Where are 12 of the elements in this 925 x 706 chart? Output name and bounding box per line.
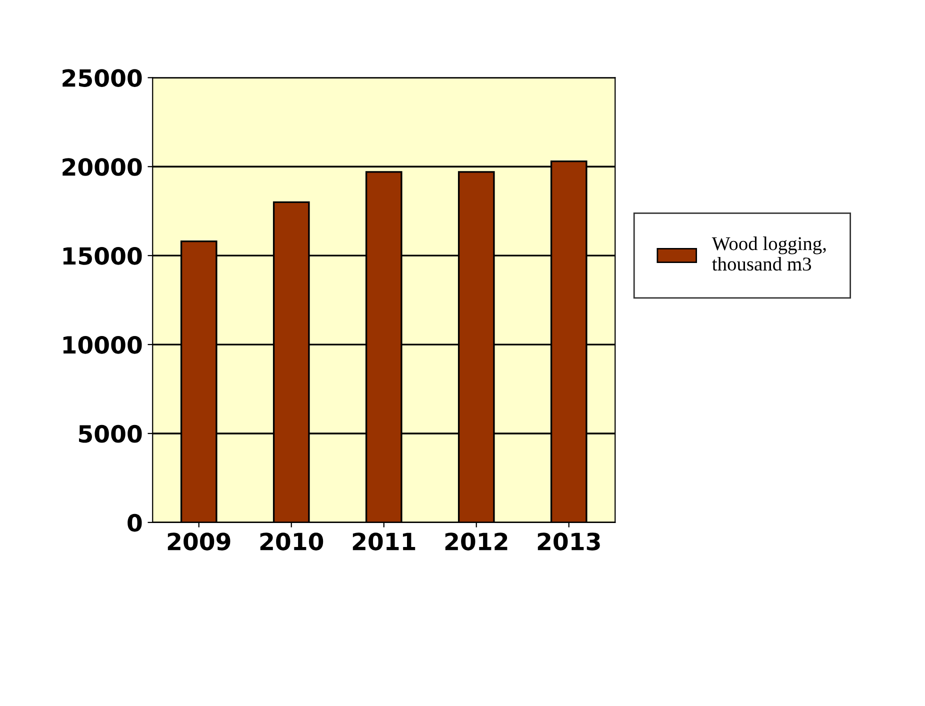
y-tick-label: 25000 — [62, 69, 142, 87]
x-tick-label: 2011 — [352, 532, 416, 550]
x-tick-label: 2012 — [445, 532, 508, 550]
y-tick-label: 20000 — [62, 158, 142, 176]
x-tick-label: 2009 — [168, 532, 230, 550]
legend-label: Wood logging, thousand m3 — [712, 236, 826, 271]
y-tick-label: 5000 — [79, 424, 142, 443]
y-tick-label: 10000 — [63, 336, 142, 354]
y-tick-label: 15000 — [63, 247, 142, 265]
y-tick-label: 0 — [128, 514, 142, 532]
x-tick-label: 2010 — [260, 532, 324, 550]
x-tick-label: 2013 — [538, 532, 600, 550]
